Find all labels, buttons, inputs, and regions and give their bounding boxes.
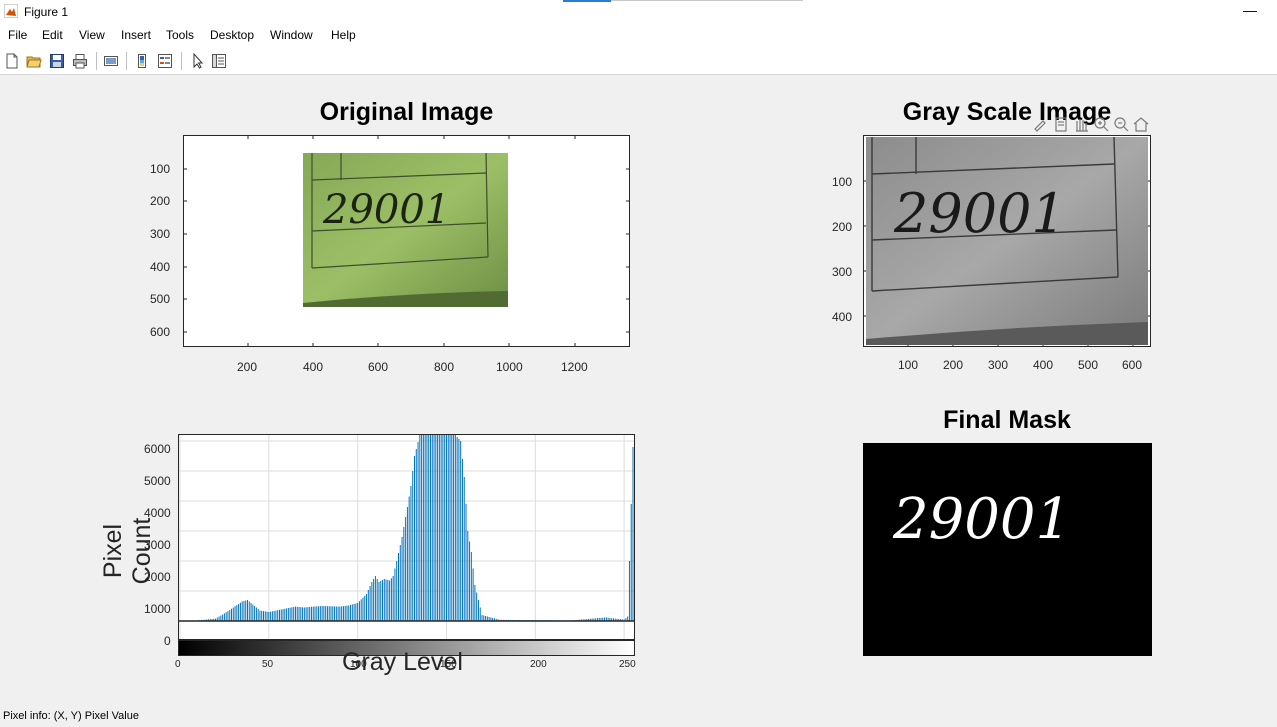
- gray-y-tick: 400: [832, 310, 853, 324]
- histogram-plot-area: [179, 435, 634, 639]
- property-inspector-icon[interactable]: [211, 53, 227, 69]
- brush-icon: [1034, 120, 1046, 132]
- histogram-x-tick: 250: [619, 659, 636, 670]
- original-x-tick: 200: [237, 360, 258, 374]
- mask-handwriting: 29001: [892, 487, 1071, 552]
- histogram-x-tick: 50: [262, 659, 274, 670]
- histogram-y-tick: 2000: [144, 570, 171, 584]
- original-x-tick: 1200: [561, 360, 588, 374]
- pixel-info-status: Pixel info: (X, Y) Pixel Value: [3, 710, 139, 722]
- toolbar-separator: [126, 52, 127, 70]
- window-title: Figure 1: [24, 5, 69, 19]
- insert-colorbar-icon[interactable]: [134, 53, 150, 69]
- gray-x-tick: 600: [1122, 358, 1143, 372]
- histogram-ylabel: Pixel Count: [99, 517, 156, 585]
- gray-y-tick: 200: [832, 220, 853, 234]
- open-file-icon[interactable]: [26, 53, 42, 69]
- menu-window[interactable]: Window: [270, 28, 313, 42]
- gray-y-tick: 100: [832, 175, 853, 189]
- histogram-x-tick: 150: [440, 659, 457, 670]
- link-data-icon[interactable]: [103, 53, 119, 69]
- gray-x-tick: 100: [898, 358, 919, 372]
- axes-toolbar: [1032, 115, 1152, 133]
- histogram-y-tick: 1000: [144, 602, 171, 616]
- gray-handwriting: 29001: [893, 182, 1066, 245]
- original-x-tick: 1000: [496, 360, 523, 374]
- gray-x-tick: 300: [988, 358, 1009, 372]
- gray-x-tick: 200: [943, 358, 964, 372]
- gray-y-tick: 300: [832, 265, 853, 279]
- original-image-tick-marks: [183, 135, 630, 347]
- gray-level-colorbar: [178, 640, 635, 656]
- original-image-axes[interactable]: 29001: [183, 135, 630, 347]
- menu-edit[interactable]: Edit: [42, 28, 63, 42]
- zoom-out-icon: [1114, 117, 1126, 129]
- pixel-info-value: (X, Y) Pixel Value: [53, 710, 139, 722]
- pan-icon: [1076, 119, 1088, 132]
- original-x-tick: 400: [303, 360, 324, 374]
- restore-view-home-icon: [1133, 117, 1149, 132]
- original-handwriting: 29001: [322, 187, 450, 233]
- histogram-y-tick: 3000: [144, 538, 171, 552]
- print-icon[interactable]: [72, 53, 88, 69]
- original-y-tick: 200: [150, 194, 171, 208]
- menu-bar: File Edit View Insert Tools Desktop Wind…: [0, 24, 1277, 48]
- final-mask-strokes: 29001: [892, 487, 1071, 552]
- insert-legend-icon[interactable]: [157, 53, 173, 69]
- title-bar: Figure 1 —: [0, 0, 1277, 24]
- taskbar-accent-track: [611, 0, 803, 1]
- final-mask-image[interactable]: 29001: [863, 443, 1152, 656]
- histogram-xlabel: Gray Level: [342, 648, 463, 676]
- histogram-y-tick: 0: [164, 634, 171, 648]
- taskbar-accent: [563, 0, 611, 2]
- gray-x-tick: 400: [1033, 358, 1054, 372]
- final-mask-title: Final Mask: [943, 406, 1071, 434]
- histogram-x-tick: 0: [175, 659, 181, 670]
- gray-scale-photo: 29001: [866, 137, 1148, 345]
- original-y-tick: 100: [150, 162, 171, 176]
- new-figure-icon[interactable]: [4, 53, 20, 69]
- original-x-tick: 800: [434, 360, 455, 374]
- toolbar: [0, 48, 1277, 75]
- histogram-x-tick: 200: [530, 659, 547, 670]
- axes-toolbar-icons: [1034, 117, 1149, 132]
- zoom-in-icon: [1094, 117, 1106, 129]
- minimize-button[interactable]: —: [1243, 2, 1257, 18]
- toolbar-separator: [181, 52, 182, 70]
- menu-desktop[interactable]: Desktop: [210, 28, 255, 42]
- original-image-title: Original Image: [319, 98, 494, 126]
- original-y-tick: 400: [150, 260, 171, 274]
- histogram-y-tick: 5000: [144, 474, 171, 488]
- toolbar-separator: [96, 52, 97, 70]
- gray-x-tick: 500: [1078, 358, 1099, 372]
- edit-plot-arrow-icon[interactable]: [190, 52, 206, 69]
- original-x-tick: 600: [368, 360, 389, 374]
- menu-view[interactable]: View: [79, 28, 105, 42]
- original-image-photo: 29001: [303, 153, 508, 307]
- menu-file[interactable]: File: [8, 28, 28, 42]
- histogram-y-tick: 6000: [144, 442, 171, 456]
- histogram-axes[interactable]: [178, 434, 635, 640]
- data-tips-icon: [1055, 117, 1067, 132]
- histogram-x-tick: 100: [350, 659, 367, 670]
- menu-tools[interactable]: Tools: [166, 28, 195, 42]
- histogram-y-tick: 4000: [144, 506, 171, 520]
- original-y-tick: 300: [150, 227, 171, 241]
- gray-scale-axes[interactable]: 29001: [863, 135, 1151, 347]
- original-y-tick: 500: [150, 292, 171, 306]
- menu-help[interactable]: Help: [331, 28, 356, 42]
- matlab-logo-icon: [4, 4, 18, 18]
- original-y-tick: 600: [150, 325, 171, 339]
- save-icon[interactable]: [49, 53, 65, 69]
- menu-insert[interactable]: Insert: [121, 28, 152, 42]
- pixel-info-label: Pixel info:: [3, 710, 51, 722]
